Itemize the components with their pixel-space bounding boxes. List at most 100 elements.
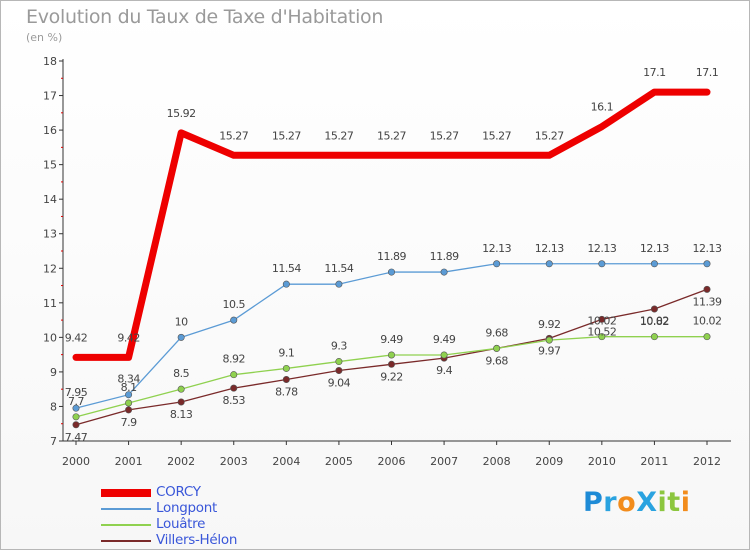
legend-label-villers-helon: Villers-Hélon — [156, 532, 238, 548]
data-label-longpont: 11.54 — [272, 262, 301, 275]
data-point-louatre — [177, 385, 185, 393]
legend-swatch-louatre — [101, 524, 151, 526]
data-labels-layer: 7.47 7.9 8.13 8.53 8.78 9.04 9.22 9.4 9.68 9.97 10… — [65, 66, 723, 444]
data-point-longpont — [440, 268, 448, 276]
data-label-longpont: 11.89 — [430, 250, 459, 263]
data-label-longpont: 10.5 — [223, 298, 246, 311]
y-tick-label: 16 — [43, 124, 57, 137]
axes: 7 8 9 10 11 12 13 14 15 16 17 18 2000 2001 2002 2003 200… — [43, 55, 731, 468]
data-label-corcy: 17.1 — [643, 66, 666, 79]
data-label-villers-helon: 8.53 — [223, 394, 246, 407]
data-label-corcy: 15.27 — [272, 129, 301, 142]
data-label-villers-helon: 11.39 — [693, 295, 722, 308]
logo-letter: r — [603, 487, 618, 518]
data-label-louatre: 8.5 — [173, 367, 189, 380]
data-label-corcy: 9.42 — [117, 331, 140, 344]
data-label-longpont: 8.34 — [117, 373, 140, 386]
data-label-corcy: 16.1 — [591, 101, 614, 114]
data-point-longpont — [125, 391, 133, 399]
data-label-corcy: 15.92 — [167, 107, 196, 120]
data-point-villers-helon — [230, 384, 238, 392]
data-label-villers-helon: 10.52 — [587, 325, 616, 338]
data-label-longpont: 12.13 — [693, 242, 722, 255]
data-label-longpont: 12.13 — [587, 242, 616, 255]
data-label-corcy: 15.27 — [430, 129, 459, 142]
data-point-longpont — [335, 280, 343, 288]
data-point-longpont — [282, 280, 290, 288]
legend-label-louatre: Louâtre — [156, 516, 206, 532]
y-tick-label: 14 — [43, 193, 57, 206]
data-label-longpont: 12.13 — [482, 242, 511, 255]
x-tick-label: 2007 — [430, 455, 458, 468]
logo-letter: t — [667, 487, 681, 518]
data-label-louatre: 8.92 — [223, 353, 246, 366]
data-label-villers-helon: 7.9 — [121, 416, 137, 429]
data-point-louatre — [230, 371, 238, 379]
data-point-louatre — [335, 358, 343, 366]
data-label-corcy: 9.42 — [65, 331, 88, 344]
legend-item-corcy: CORCY — [101, 484, 301, 501]
data-point-louatre — [598, 333, 606, 341]
data-point-villers-helon — [125, 406, 133, 414]
data-point-longpont — [177, 333, 185, 341]
data-point-longpont — [387, 268, 395, 276]
legend-item-louatre: Louâtre — [101, 516, 301, 533]
data-label-louatre: 9.49 — [433, 333, 456, 346]
unit-label: (en %) — [26, 31, 63, 44]
data-label-longpont: 7.95 — [65, 386, 88, 399]
data-label-corcy: 15.27 — [219, 129, 248, 142]
data-point-louatre — [493, 344, 501, 352]
data-label-longpont: 12.13 — [535, 242, 564, 255]
data-point-louatre — [650, 333, 658, 341]
data-point-villers-helon — [177, 398, 185, 406]
data-label-louatre: 9.68 — [485, 326, 508, 339]
data-label-louatre: 10.02 — [587, 315, 616, 328]
data-label-corcy: 15.27 — [482, 129, 511, 142]
series-line-corcy — [72, 88, 711, 361]
data-label-longpont: 12.13 — [640, 242, 669, 255]
data-label-louatre: 9.92 — [538, 318, 561, 331]
y-tick-label: 18 — [43, 55, 57, 68]
data-point-villers-helon — [387, 360, 395, 368]
legend-swatch-longpont — [101, 508, 151, 510]
data-point-louatre — [387, 351, 395, 359]
x-tick-label: 2011 — [640, 455, 668, 468]
data-label-louatre: 9.3 — [331, 340, 347, 353]
logo-letter: X — [636, 487, 658, 518]
data-label-villers-helon: 7.47 — [65, 431, 88, 444]
data-label-louatre: 8.1 — [121, 381, 137, 394]
data-label-longpont: 10 — [175, 315, 188, 328]
data-label-longpont: 11.89 — [377, 250, 406, 263]
x-tick-label: 2012 — [693, 455, 721, 468]
y-tick-label: 7 — [50, 435, 57, 448]
data-point-louatre — [125, 399, 133, 407]
proxiti-logo: ProXiti — [583, 487, 690, 518]
legend-label-corcy: CORCY — [156, 484, 201, 500]
data-label-villers-helon: 9.68 — [485, 354, 508, 367]
data-label-corcy: 15.27 — [377, 129, 406, 142]
data-label-villers-helon: 10.82 — [640, 315, 669, 328]
data-point-longpont — [703, 260, 711, 268]
data-label-villers-helon: 8.13 — [170, 408, 193, 421]
data-point-villers-helon — [72, 421, 80, 429]
y-tick-label: 13 — [43, 228, 57, 241]
data-point-villers-helon — [703, 285, 711, 293]
data-label-louatre: 7.7 — [68, 395, 84, 408]
y-tick-label: 9 — [50, 366, 57, 379]
data-point-villers-helon — [650, 305, 658, 313]
data-label-louatre: 10.02 — [693, 315, 722, 328]
data-point-longpont — [598, 260, 606, 268]
data-label-louatre: 10.02 — [640, 315, 669, 328]
x-tick-label: 2009 — [535, 455, 563, 468]
data-label-corcy: 15.27 — [324, 129, 353, 142]
data-label-villers-helon: 9.04 — [328, 377, 351, 390]
data-label-louatre: 9.49 — [380, 333, 403, 346]
x-tick-label: 2008 — [483, 455, 511, 468]
legend-label-longpont: Longpont — [156, 500, 217, 516]
data-point-longpont — [545, 260, 553, 268]
y-tick-label: 12 — [43, 262, 57, 275]
data-point-villers-helon — [282, 376, 290, 384]
data-label-louatre: 9.1 — [278, 346, 294, 359]
